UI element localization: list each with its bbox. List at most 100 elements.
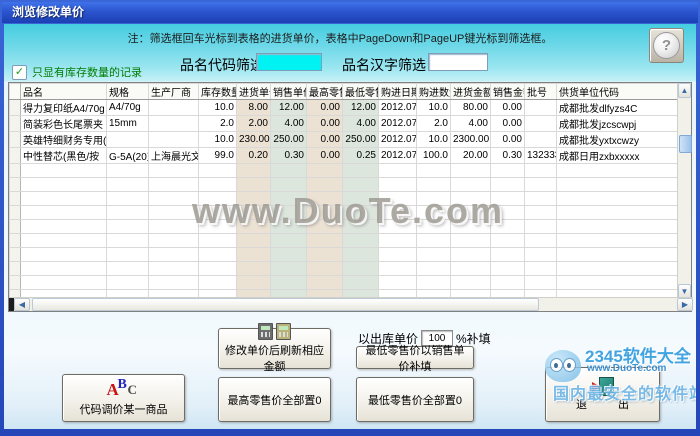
column-header[interactable]: 品名: [20, 83, 107, 100]
cell[interactable]: A4/70g: [106, 99, 149, 116]
cell[interactable]: 0.20: [236, 147, 271, 164]
empty-cell: [106, 191, 149, 206]
cell[interactable]: 99.0: [198, 147, 237, 164]
name-filter-input[interactable]: [428, 53, 488, 71]
code-filter-input[interactable]: [256, 53, 322, 71]
cell[interactable]: [148, 115, 199, 132]
cell[interactable]: 4.00: [450, 115, 491, 132]
cell[interactable]: 100.0: [416, 147, 451, 164]
outbound-percent-input[interactable]: [421, 330, 454, 346]
cell[interactable]: [524, 99, 557, 116]
column-header[interactable]: 最高零售价: [306, 83, 343, 100]
cell[interactable]: 2012.07.: [378, 99, 417, 116]
help-button[interactable]: ?: [649, 28, 684, 63]
cell[interactable]: 2.00: [236, 115, 271, 132]
column-header[interactable]: 销售单价: [270, 83, 307, 100]
cell[interactable]: 15mm: [106, 115, 149, 132]
cell[interactable]: 2300.00: [450, 131, 491, 148]
cell[interactable]: 10.0: [198, 131, 237, 148]
column-header[interactable]: 规格: [106, 83, 149, 100]
column-header[interactable]: 购进日期: [378, 83, 417, 100]
cell[interactable]: [524, 115, 557, 132]
cell[interactable]: 80.00: [450, 99, 491, 116]
column-header[interactable]: 批号: [524, 83, 557, 100]
cell[interactable]: 2012.07.: [378, 115, 417, 132]
cell[interactable]: 4.00: [270, 115, 307, 132]
cell[interactable]: 英雄特细财务专用(: [20, 131, 107, 148]
cell[interactable]: 0.00: [306, 147, 343, 164]
row-selector[interactable]: [9, 147, 21, 164]
column-header[interactable]: 库存数量: [198, 83, 237, 100]
scroll-right-icon[interactable]: ▶: [677, 298, 693, 311]
cell[interactable]: 10.0: [198, 99, 237, 116]
max-retail-zero-button[interactable]: 最高零售价全部置0: [218, 377, 331, 422]
cell[interactable]: 12.00: [342, 99, 379, 116]
cell[interactable]: 0.00: [306, 131, 343, 148]
cell[interactable]: 0.00: [490, 99, 525, 116]
cell[interactable]: 0.00: [490, 115, 525, 132]
cell[interactable]: [106, 131, 149, 148]
cell[interactable]: 250.00: [270, 131, 307, 148]
cell[interactable]: 2.0: [416, 115, 451, 132]
cell[interactable]: 20.00: [450, 147, 491, 164]
cell[interactable]: 0.00: [306, 99, 343, 116]
scroll-left-icon[interactable]: ◀: [14, 298, 30, 311]
cell[interactable]: [148, 131, 199, 148]
cell[interactable]: 12.00: [270, 99, 307, 116]
min-retail-zero-button[interactable]: 最低零售价全部置0: [356, 377, 474, 422]
cell[interactable]: 0.25: [342, 147, 379, 164]
cell[interactable]: 8.00: [236, 99, 271, 116]
window-titlebar[interactable]: 浏览修改单价: [2, 2, 698, 23]
column-header[interactable]: 销售金额: [490, 83, 525, 100]
vertical-scroll-thumb[interactable]: [679, 135, 692, 153]
empty-cell: [490, 275, 525, 290]
cell[interactable]: 2.0: [198, 115, 237, 132]
column-header[interactable]: 最低零售价: [342, 83, 379, 100]
table-row[interactable]: 得力复印纸A4/70g A4/70g 10.0 8.00 12.00 0.00 12.00 2…: [9, 99, 680, 116]
cell[interactable]: 250.00: [342, 131, 379, 148]
cell[interactable]: 成都日用zxbxxxxx: [556, 147, 680, 164]
cell[interactable]: 10.0: [416, 99, 451, 116]
cell[interactable]: 2012.07.: [378, 131, 417, 148]
cell[interactable]: 0.30: [490, 147, 525, 164]
vertical-scrollbar[interactable]: ▲ ▼: [677, 83, 692, 299]
column-header[interactable]: 供货单位代码: [556, 83, 680, 100]
cell[interactable]: 得力复印纸A4/70g: [20, 99, 107, 116]
cell[interactable]: 成都批发yxtxcwzy: [556, 131, 680, 148]
cell[interactable]: 成都批发jzcscwpj: [556, 115, 680, 132]
row-selector[interactable]: [9, 115, 21, 132]
cell[interactable]: 成都批发dlfyzs4C: [556, 99, 680, 116]
cell[interactable]: [148, 99, 199, 116]
refresh-amounts-button[interactable]: 修改单价后刷新相应金额: [218, 323, 331, 373]
cell[interactable]: 132333: [524, 147, 557, 164]
cell[interactable]: 0.30: [270, 147, 307, 164]
cell[interactable]: 230.00: [236, 131, 271, 148]
column-header[interactable]: 进货金额: [450, 83, 491, 100]
scroll-up-icon[interactable]: ▲: [678, 83, 691, 98]
column-header[interactable]: 生产厂商: [148, 83, 199, 100]
cell[interactable]: [524, 131, 557, 148]
cell[interactable]: 0.00: [490, 131, 525, 148]
row-selector[interactable]: [9, 99, 21, 116]
table-row[interactable]: 中性替芯(黑色/按G-5A(20支上海晨光文具99.00.200.300.000…: [9, 147, 680, 164]
cell[interactable]: G-5A(20支: [106, 147, 149, 164]
horizontal-scrollbar[interactable]: ◀ ▶: [9, 297, 693, 311]
table-row[interactable]: 英雄特细财务专用(10.0 230.00 250.00 0.00 250.00 2012.…: [9, 131, 680, 148]
stock-filter-checkbox[interactable]: ✓: [12, 64, 27, 80]
cell[interactable]: 10.0: [416, 131, 451, 148]
cell[interactable]: 中性替芯(黑色/按: [20, 147, 107, 164]
cell[interactable]: 0.00: [306, 115, 343, 132]
table-row[interactable]: 简装彩色长尾票夹 15mm 2.0 2.00 4.00 0.00 4.00 2012.07. 2…: [9, 115, 680, 132]
min-retail-fill-button[interactable]: 最低零售价以销售单价补填: [356, 345, 474, 373]
cell[interactable]: 2012.07.: [378, 147, 417, 164]
column-header[interactable]: 进货单价: [236, 83, 271, 100]
cell[interactable]: 简装彩色长尾票夹: [20, 115, 107, 132]
row-selector[interactable]: [9, 131, 21, 148]
column-header[interactable]: 购进数量: [416, 83, 451, 100]
cell[interactable]: 4.00: [342, 115, 379, 132]
cell[interactable]: 上海晨光文具: [148, 147, 199, 164]
exit-button[interactable]: 退 出: [545, 367, 660, 422]
exit-label: 退 出: [575, 399, 644, 411]
horizontal-scroll-thumb[interactable]: [32, 298, 539, 311]
